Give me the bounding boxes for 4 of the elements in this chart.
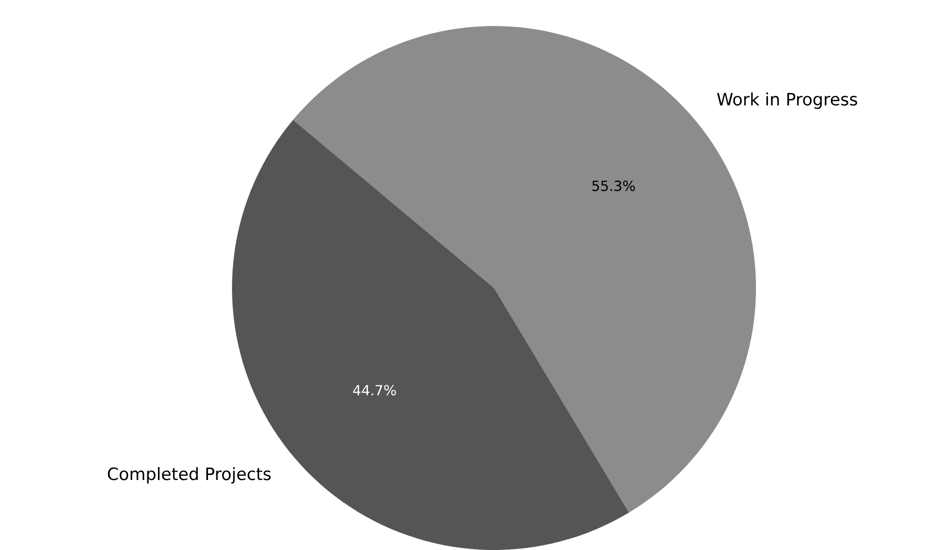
slice-label: Work in Progress <box>717 92 858 109</box>
data-label: 44.7% <box>353 384 396 396</box>
data-label: 55.3% <box>592 180 635 192</box>
slice-label: Completed Projects <box>108 467 271 484</box>
